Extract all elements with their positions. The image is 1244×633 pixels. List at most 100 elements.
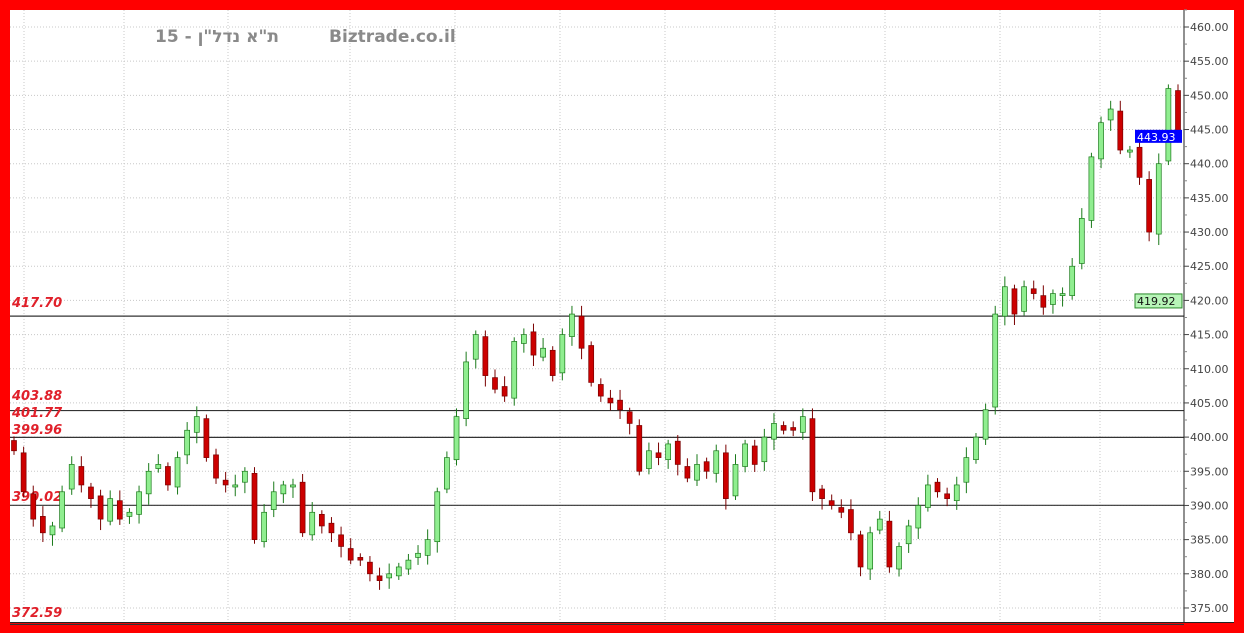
candle-body [549,349,556,376]
candle-body [367,561,373,575]
candle-body [982,409,989,440]
candle-body [790,427,797,431]
candle-body [444,457,450,490]
level-label: 372.59 [12,606,62,621]
candle-body [242,470,248,483]
candle-body [1059,293,1066,296]
candle-body [607,397,614,404]
level-label: 403.88 [11,389,62,404]
candle-body [694,464,700,481]
last-price-label: 443.93 [1137,131,1176,144]
candle-body [925,484,931,508]
watermark: Biztrade.co.il [329,27,456,47]
candle-body [357,557,364,561]
candle-body [107,498,114,522]
candle-body [136,491,142,515]
y-tick-label: 415.00 [1190,329,1229,342]
candle-body [395,566,402,577]
candle-body [1107,108,1114,121]
candle-body [405,559,412,570]
candle-body [838,507,845,513]
chart-title: ת"א נדל"ן - 15 [155,27,279,47]
candle-body [290,484,296,488]
candle-body [145,470,152,495]
level-label: 401.77 [11,406,63,421]
candle-body [328,522,335,534]
candle-body [213,454,219,479]
y-tick-label: 390.00 [1190,499,1229,512]
candle-body [819,488,825,499]
y-tick-label: 400.00 [1190,431,1229,444]
candle-body [338,534,344,547]
candle-body [751,445,758,465]
candle-body [828,500,835,506]
candle-body [771,423,777,440]
candle-body [588,345,595,383]
candle-body [886,520,893,568]
y-tick-label: 395.00 [1190,465,1229,478]
candle-body [867,532,874,570]
y-tick-label: 385.00 [1190,534,1229,547]
candle-body [184,429,191,456]
y-tick-label: 375.00 [1190,602,1229,615]
candle-body [665,443,671,461]
candle-body [1165,88,1172,162]
candle-body [1011,288,1018,315]
candle-body [723,452,729,499]
candle-body [944,493,950,499]
level-label: 390.02 [12,490,62,505]
candle-body [953,484,960,502]
candle-body [232,484,239,488]
candle-body [261,511,267,543]
y-tick-label: 440.00 [1190,158,1229,171]
candle-body [492,377,498,390]
candle-body [1040,295,1047,308]
candle-body [521,334,527,344]
candle-body [116,500,123,520]
candle-body [703,461,710,472]
y-tick-label: 460.00 [1190,21,1229,34]
candle-body [280,484,287,495]
y-tick-label: 410.00 [1190,363,1229,376]
candle-body [973,436,979,461]
candle-body [472,334,479,360]
candle-body [1136,146,1143,178]
candle-body [203,418,210,458]
candle-body [40,516,46,534]
candle-body [905,525,912,545]
y-tick-label: 435.00 [1190,192,1229,205]
candle-body [530,331,537,356]
candle-body [713,450,720,474]
candle-body [617,399,623,411]
candle-body [655,452,662,458]
candle-body [347,548,354,561]
candle-body [318,513,325,527]
candle-body [896,546,902,570]
candle-body [501,386,508,397]
y-tick-label: 430.00 [1190,226,1229,239]
candle-body [626,411,633,424]
candle-body [126,511,133,517]
candle-body [309,511,316,536]
candle-body [88,486,94,499]
candle-body [376,575,383,581]
candle-body [809,418,816,493]
candle-body [20,452,27,493]
candle-body [1021,286,1027,312]
candle-body [78,466,85,486]
candle-body [780,425,787,431]
candle-body [424,539,431,556]
candle-body [742,443,748,467]
candle-body [646,450,652,469]
candle-body [270,491,277,510]
candle-body [1078,218,1085,264]
candle-body [876,518,883,531]
candle-body [963,457,970,483]
candle-body [174,457,181,488]
candle-body [578,315,585,349]
level-label: 417.70 [11,296,62,311]
candle-body [915,505,922,529]
candle-body [49,525,56,536]
candle-body [511,341,518,399]
